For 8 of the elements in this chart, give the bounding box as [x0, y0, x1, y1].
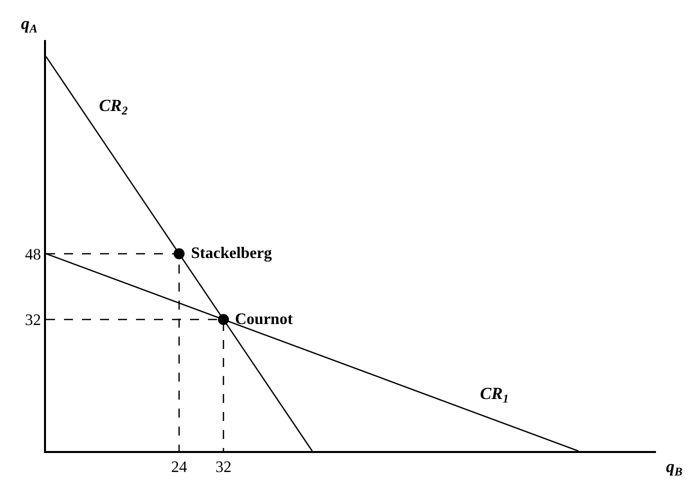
series-label: CR$_{1}$: [480, 384, 509, 406]
series-label: CR$_{2}$: [99, 96, 128, 118]
x-axis-title: q$_{B}$: [666, 457, 682, 479]
x-tick-label: 24: [171, 458, 188, 476]
annotation: Cournot: [235, 311, 294, 328]
y-tick-label: 48: [25, 246, 42, 264]
annotation: Stackelberg: [191, 245, 272, 262]
y-axis-title: q$_{A}$: [21, 14, 38, 36]
